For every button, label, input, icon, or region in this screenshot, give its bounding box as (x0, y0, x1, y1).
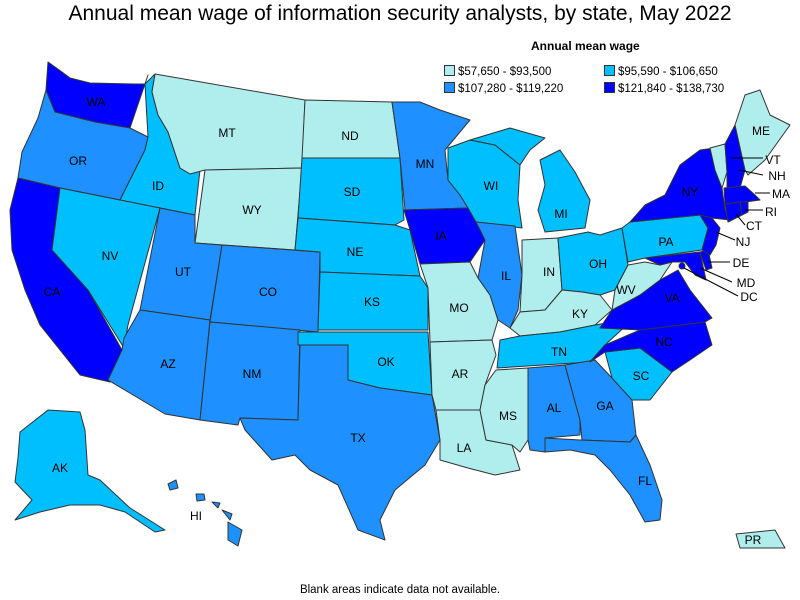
legend-swatch (444, 82, 455, 93)
label-ri: RI (765, 205, 777, 219)
state-pr[interactable] (735, 529, 786, 549)
label-fl: FL (638, 474, 652, 488)
label-ca: CA (44, 285, 61, 299)
label-va: VA (664, 291, 679, 305)
state-nc[interactable] (589, 321, 713, 373)
label-hi: HI (190, 509, 202, 523)
state-nj[interactable] (699, 214, 721, 256)
label-sd: SD (344, 185, 361, 199)
label-nh: NH (768, 169, 785, 183)
label-ma: MA (772, 187, 790, 201)
state-mi[interactable] (469, 127, 591, 233)
state-vt[interactable] (709, 143, 728, 189)
label-mi: MI (554, 207, 567, 221)
label-in: IN (543, 265, 555, 279)
legend-swatch (444, 65, 455, 76)
legend-item: $121,840 - $138,730 (604, 82, 724, 95)
label-ga: GA (596, 399, 613, 413)
leader-lines (683, 157, 770, 297)
label-ak: AK (52, 461, 68, 475)
label-vt: VT (765, 153, 781, 167)
label-wi: WI (484, 179, 499, 193)
label-nm: NM (243, 367, 262, 381)
label-la: LA (457, 441, 472, 455)
state-hi[interactable] (167, 479, 243, 547)
label-mo: MO (449, 301, 468, 315)
label-pa: PA (658, 235, 673, 249)
label-al: AL (547, 401, 562, 415)
label-ky: KY (572, 307, 588, 321)
label-co: CO (259, 285, 277, 299)
legend-item: $57,650 - $93,500 (444, 65, 551, 78)
label-ia: IA (435, 229, 446, 243)
label-md: MD (737, 276, 756, 290)
label-id: ID (152, 179, 164, 193)
label-nc: NC (655, 335, 673, 349)
state-labels: WA OR CA ID NV MT WY UT AZ CO NM ND SD N… (44, 95, 790, 547)
label-az: AZ (160, 357, 175, 371)
label-dc: DC (740, 290, 758, 304)
legend-swatch (604, 82, 615, 93)
label-ut: UT (175, 265, 192, 279)
legend-label: $121,840 - $138,730 (618, 83, 725, 95)
label-wa: WA (87, 95, 106, 109)
label-nd: ND (341, 129, 359, 143)
label-mn: MN (416, 157, 435, 171)
label-nv: NV (102, 249, 119, 263)
label-nj: NJ (736, 235, 751, 249)
label-wv: WV (616, 283, 635, 297)
label-ar: AR (452, 367, 469, 381)
legend-item: $107,280 - $119,220 (444, 82, 563, 95)
state-dc[interactable] (678, 262, 686, 270)
label-ct: CT (746, 219, 763, 233)
state-ma[interactable] (723, 185, 761, 205)
legend-label: $57,650 - $93,500 (458, 66, 552, 78)
label-or: OR (69, 154, 87, 168)
label-ok: OK (377, 355, 394, 369)
label-ny: NY (682, 185, 699, 199)
label-wy: WY (242, 203, 261, 217)
state-ak[interactable] (14, 409, 166, 533)
label-de: DE (733, 256, 750, 270)
state-fl[interactable] (544, 434, 663, 523)
map-title: Annual mean wage of information security… (68, 2, 732, 25)
label-ms: MS (499, 409, 517, 423)
state-md[interactable] (644, 251, 707, 281)
label-oh: OH (589, 257, 607, 271)
label-ne: NE (347, 245, 364, 259)
legend-label: $95,590 - $106,650 (618, 66, 718, 78)
label-il: IL (501, 269, 511, 283)
label-tx: TX (350, 431, 365, 445)
label-mt: MT (218, 126, 236, 140)
legend-swatch (604, 65, 615, 76)
label-me: ME (752, 124, 770, 138)
state-ks[interactable] (317, 271, 429, 331)
legend-title: Annual mean wage (531, 39, 640, 53)
label-tn: TN (551, 345, 567, 359)
state-sd[interactable] (297, 157, 405, 226)
legend-item: $95,590 - $106,650 (604, 65, 718, 78)
legend-label: $107,280 - $119,220 (458, 83, 564, 95)
state-il[interactable] (475, 221, 523, 329)
state-ri[interactable] (739, 201, 749, 216)
label-sc: SC (633, 369, 650, 383)
label-ks: KS (364, 295, 380, 309)
footnote: Blank areas indicate data not available. (299, 584, 501, 596)
state-tx[interactable] (239, 344, 441, 541)
label-pr: PR (745, 533, 762, 547)
